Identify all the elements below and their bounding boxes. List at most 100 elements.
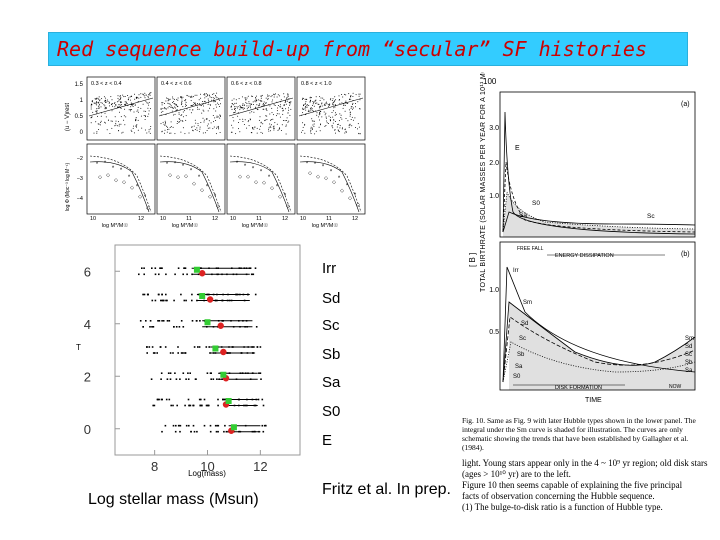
galaxy-point — [242, 103, 244, 105]
scatter-point — [156, 398, 159, 401]
scatter-point — [206, 372, 209, 374]
galaxy-point — [289, 104, 291, 106]
galaxy-point — [287, 100, 289, 102]
scatter-point — [192, 424, 195, 427]
galaxy-point — [326, 101, 327, 103]
mf-point: * — [314, 162, 317, 168]
galaxy-point — [201, 105, 202, 107]
galaxy-point — [252, 128, 254, 130]
mf-curve — [299, 155, 362, 213]
tl-ytick: −4 — [77, 196, 83, 202]
galaxy-point — [253, 128, 255, 130]
curve-sb — [502, 341, 696, 383]
galaxy-point — [305, 109, 307, 111]
galaxy-point — [310, 99, 312, 101]
scatter-point — [179, 430, 181, 433]
galaxy-point — [111, 103, 113, 105]
galaxy-point — [254, 126, 256, 128]
galaxy-point — [120, 107, 122, 109]
mf-point: ◇ — [270, 186, 274, 192]
galaxy-point — [118, 100, 120, 102]
galaxy-point — [164, 120, 166, 122]
galaxy-point — [97, 115, 98, 117]
galaxy-point — [272, 118, 274, 120]
galaxy-point — [302, 109, 304, 110]
galaxy-point — [90, 108, 92, 110]
galaxy-point — [169, 132, 171, 134]
galaxy-point — [166, 97, 168, 99]
galaxy-point — [160, 123, 162, 125]
galaxy-point — [181, 98, 183, 100]
galaxy-point — [213, 121, 214, 123]
galaxy-point — [287, 121, 289, 123]
galaxy-point — [140, 107, 142, 109]
galaxy-point — [203, 100, 205, 102]
galaxy-point — [167, 100, 169, 102]
galaxy-point — [287, 93, 289, 95]
galaxy-point — [234, 106, 235, 108]
scatter-point — [189, 372, 191, 374]
galaxy-point — [319, 130, 321, 132]
caption-line: light. Young stars appear only in the 4 … — [462, 458, 708, 468]
galaxy-point — [263, 101, 265, 103]
galaxy-point — [258, 119, 260, 121]
galaxy-point — [328, 115, 330, 117]
galaxy-point — [266, 109, 268, 111]
scatter-point — [198, 398, 201, 401]
mf-point: * — [112, 166, 115, 172]
scatter-point — [169, 352, 172, 354]
mf-point: ◇ — [138, 194, 142, 200]
galaxy-point — [209, 127, 211, 129]
galaxy-point — [142, 94, 144, 96]
galaxy-point — [100, 122, 102, 124]
galaxy-point — [334, 100, 336, 102]
galaxy-point — [215, 104, 217, 106]
tl-xtick: 10 — [300, 216, 306, 222]
mf-point: ◇ — [176, 174, 180, 180]
galaxy-point — [174, 113, 176, 115]
galaxy-point — [116, 101, 118, 103]
galaxy-point — [173, 98, 175, 100]
upper-label-s0: S0 — [532, 200, 540, 207]
galaxy-point — [332, 127, 334, 129]
scatter-point — [168, 398, 171, 401]
galaxy-point — [144, 119, 146, 120]
galaxy-point — [303, 108, 305, 110]
tl-xtick: 12 — [138, 216, 144, 222]
scatter-point — [161, 299, 164, 302]
galaxy-point — [107, 99, 109, 101]
x-tick-label: 12 — [253, 459, 267, 474]
galaxy-point — [234, 102, 236, 104]
galaxy-point — [202, 109, 204, 111]
galaxy-point — [129, 96, 131, 98]
galaxy-point — [332, 122, 334, 124]
galaxy-point — [133, 125, 134, 127]
galaxy-point — [285, 124, 287, 126]
caption-line: schematic showing the trends that have b… — [462, 434, 689, 443]
galaxy-point — [218, 128, 220, 130]
scatter-point — [177, 346, 179, 348]
figure-caption: Fig. 10. Same as Fig. 9 with later Hubbl… — [462, 416, 712, 538]
scatter-point — [208, 346, 210, 348]
galaxy-point — [100, 115, 102, 117]
galaxy-point — [202, 117, 204, 119]
galaxy-point — [177, 97, 179, 99]
galaxy-point — [122, 94, 124, 96]
galaxy-point — [196, 129, 198, 131]
galaxy-point — [164, 108, 166, 110]
galaxy-point — [180, 120, 182, 122]
galaxy-point — [318, 107, 320, 109]
scatter-point — [141, 267, 143, 269]
galaxy-point — [184, 133, 186, 135]
galaxy-point — [192, 109, 194, 111]
galaxy-point — [162, 121, 164, 123]
scatter-point — [152, 352, 155, 354]
sandage-birthrate-figure: 100 TOTAL BIRTHRATE (SOLAR MASSES PER YE… — [468, 72, 696, 404]
galaxy-point — [310, 97, 312, 99]
scatter-point — [185, 299, 187, 302]
tl-xlabel: log M*/M☉ — [312, 222, 339, 229]
galaxy-point — [180, 131, 182, 133]
galaxy-point — [171, 110, 173, 112]
galaxy-point — [176, 98, 178, 100]
galaxy-point — [216, 126, 218, 128]
